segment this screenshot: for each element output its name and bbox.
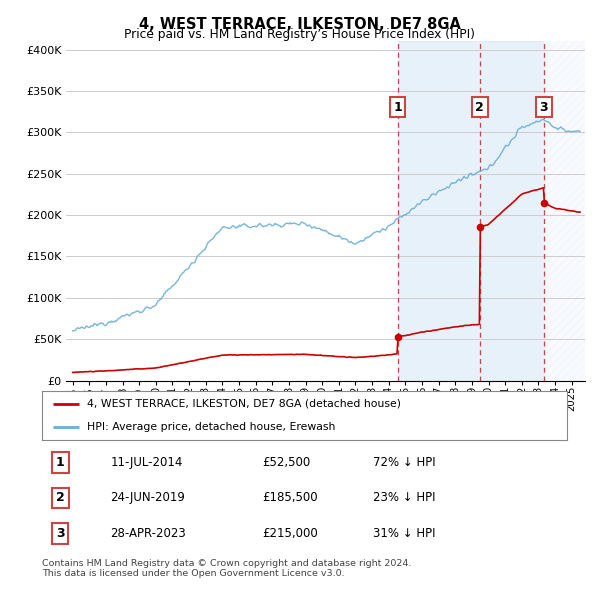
Text: £52,500: £52,500 [263,456,311,469]
Text: 2: 2 [475,101,484,114]
Text: 31% ↓ HPI: 31% ↓ HPI [373,527,435,540]
Text: 4, WEST TERRACE, ILKESTON, DE7 8GA: 4, WEST TERRACE, ILKESTON, DE7 8GA [139,17,461,31]
Text: 11-JUL-2014: 11-JUL-2014 [110,456,182,469]
Text: £185,500: £185,500 [263,491,318,504]
Bar [398,41,544,381]
Text: HPI: Average price, detached house, Erewash: HPI: Average price, detached house, Erew… [86,422,335,432]
Bar [544,41,593,381]
Text: 28-APR-2023: 28-APR-2023 [110,527,186,540]
Text: 1: 1 [393,101,402,114]
Text: Contains HM Land Registry data © Crown copyright and database right 2024.
This d: Contains HM Land Registry data © Crown c… [42,559,412,578]
Text: 72% ↓ HPI: 72% ↓ HPI [373,456,436,469]
Text: 2: 2 [56,491,65,504]
Text: Price paid vs. HM Land Registry’s House Price Index (HPI): Price paid vs. HM Land Registry’s House … [125,28,476,41]
Text: 3: 3 [539,101,548,114]
Text: 23% ↓ HPI: 23% ↓ HPI [373,491,435,504]
Bar [544,41,593,381]
Text: 4, WEST TERRACE, ILKESTON, DE7 8GA (detached house): 4, WEST TERRACE, ILKESTON, DE7 8GA (deta… [86,399,401,409]
Text: £215,000: £215,000 [263,527,318,540]
Text: 1: 1 [56,456,65,469]
Text: 3: 3 [56,527,65,540]
Text: 24-JUN-2019: 24-JUN-2019 [110,491,185,504]
